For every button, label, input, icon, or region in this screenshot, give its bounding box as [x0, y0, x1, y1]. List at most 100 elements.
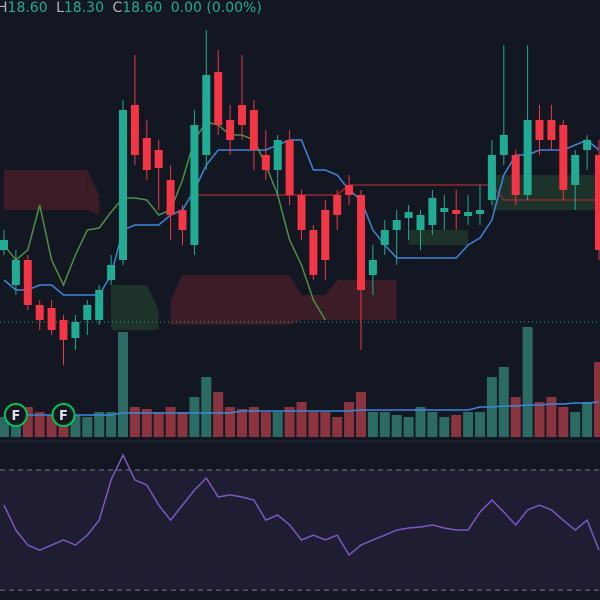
candle-body	[35, 305, 44, 320]
cloud-segment	[408, 230, 421, 245]
candle-body	[190, 125, 199, 245]
volume-bar	[165, 407, 176, 437]
cloud-segment	[134, 285, 147, 330]
volume-bar	[463, 412, 474, 437]
cloud-segment	[206, 275, 219, 325]
volume-bar	[308, 412, 319, 437]
low-label: L	[56, 0, 64, 16]
candle-body	[273, 140, 282, 170]
candle-body	[499, 135, 508, 155]
volume-bar	[201, 377, 212, 437]
candle-body	[416, 215, 425, 230]
volume-bar	[570, 412, 581, 437]
candle-body	[464, 212, 473, 216]
ohlc-header: H18.60 L18.30 C18.60 0.00 (0.00%)	[0, 0, 262, 16]
volume-bar	[0, 417, 9, 437]
candle-body	[368, 260, 377, 275]
cloud-segment	[63, 170, 76, 210]
event-label: F	[59, 409, 68, 424]
cloud-segment	[372, 280, 385, 320]
candle-body	[357, 195, 365, 290]
volume-bar	[510, 397, 521, 437]
volume-bar	[332, 417, 343, 437]
volume-bar	[439, 417, 450, 437]
candle-body	[321, 210, 330, 260]
volume-bar	[177, 412, 188, 437]
cloud-segment	[277, 275, 290, 325]
cloud-segment	[123, 285, 135, 330]
red-line	[194, 184, 599, 201]
high-label: H	[0, 0, 8, 16]
candle-body	[95, 290, 104, 320]
volume-bar	[22, 407, 33, 437]
volume-bar	[94, 412, 105, 437]
rsi-band	[0, 470, 600, 591]
volume-bar	[237, 409, 247, 437]
candle-body	[130, 105, 139, 155]
candle-body	[571, 155, 580, 185]
cloud-segment	[444, 230, 457, 245]
cloud-segment	[27, 170, 40, 210]
cloud-segment	[230, 275, 242, 325]
candle-body	[333, 195, 342, 215]
volume-bar	[46, 415, 57, 437]
cloud-segment	[111, 285, 123, 330]
volume-bar	[558, 407, 569, 437]
candle-body	[559, 125, 568, 190]
cloud-segment	[194, 275, 207, 325]
rsi-line	[3, 453, 600, 557]
candle-body	[345, 185, 354, 195]
candle-body	[392, 220, 401, 230]
volume-bar	[34, 412, 45, 437]
cloud-segment	[75, 170, 88, 210]
cloud-segment	[15, 170, 28, 210]
cloud-segment	[51, 170, 64, 210]
candle-body	[511, 155, 520, 195]
candle-body	[214, 72, 223, 125]
indicator-lines	[0, 121, 600, 323]
candle-body	[0, 240, 8, 250]
volume-bar	[213, 392, 224, 437]
candle-body	[83, 305, 92, 320]
lagging-span	[3, 121, 326, 321]
cloud-segment	[420, 230, 433, 245]
candle-body	[23, 260, 32, 305]
candle-body	[166, 180, 175, 215]
volume-bar	[427, 412, 438, 437]
cloud-segment	[265, 275, 278, 325]
event-marker	[51, 403, 76, 427]
volume-bar	[141, 409, 152, 437]
candle-body	[476, 210, 484, 214]
cloud-segment	[325, 280, 338, 320]
candle-body	[142, 138, 151, 170]
cloud-segment	[146, 285, 159, 330]
cloud-segment	[289, 275, 302, 325]
volume-bar	[129, 407, 140, 437]
change-value: 0.00 (0.00%)	[171, 0, 262, 16]
candle-body	[487, 155, 496, 200]
candle-body	[452, 210, 461, 214]
candle-body	[523, 120, 532, 195]
volume-bar	[498, 367, 509, 437]
candle-body	[47, 308, 56, 330]
high-value: 18.60	[8, 0, 48, 16]
cloud-segment	[456, 230, 469, 245]
candle-body	[547, 120, 556, 140]
close-label: C	[112, 0, 122, 16]
volume-bar	[391, 415, 402, 437]
base-line	[3, 139, 600, 296]
volume-pane	[0, 327, 600, 437]
volume-bar	[356, 392, 366, 437]
volume-bar	[284, 407, 295, 437]
cloud-segment	[182, 275, 195, 325]
volume-bar	[546, 397, 557, 437]
candle-body	[309, 230, 318, 275]
cloud-segment	[39, 170, 52, 210]
cloud-segment	[218, 275, 231, 325]
volume-bar	[344, 402, 355, 437]
volume-bar	[594, 362, 600, 437]
volume-bar	[70, 415, 81, 437]
candles	[0, 30, 600, 365]
